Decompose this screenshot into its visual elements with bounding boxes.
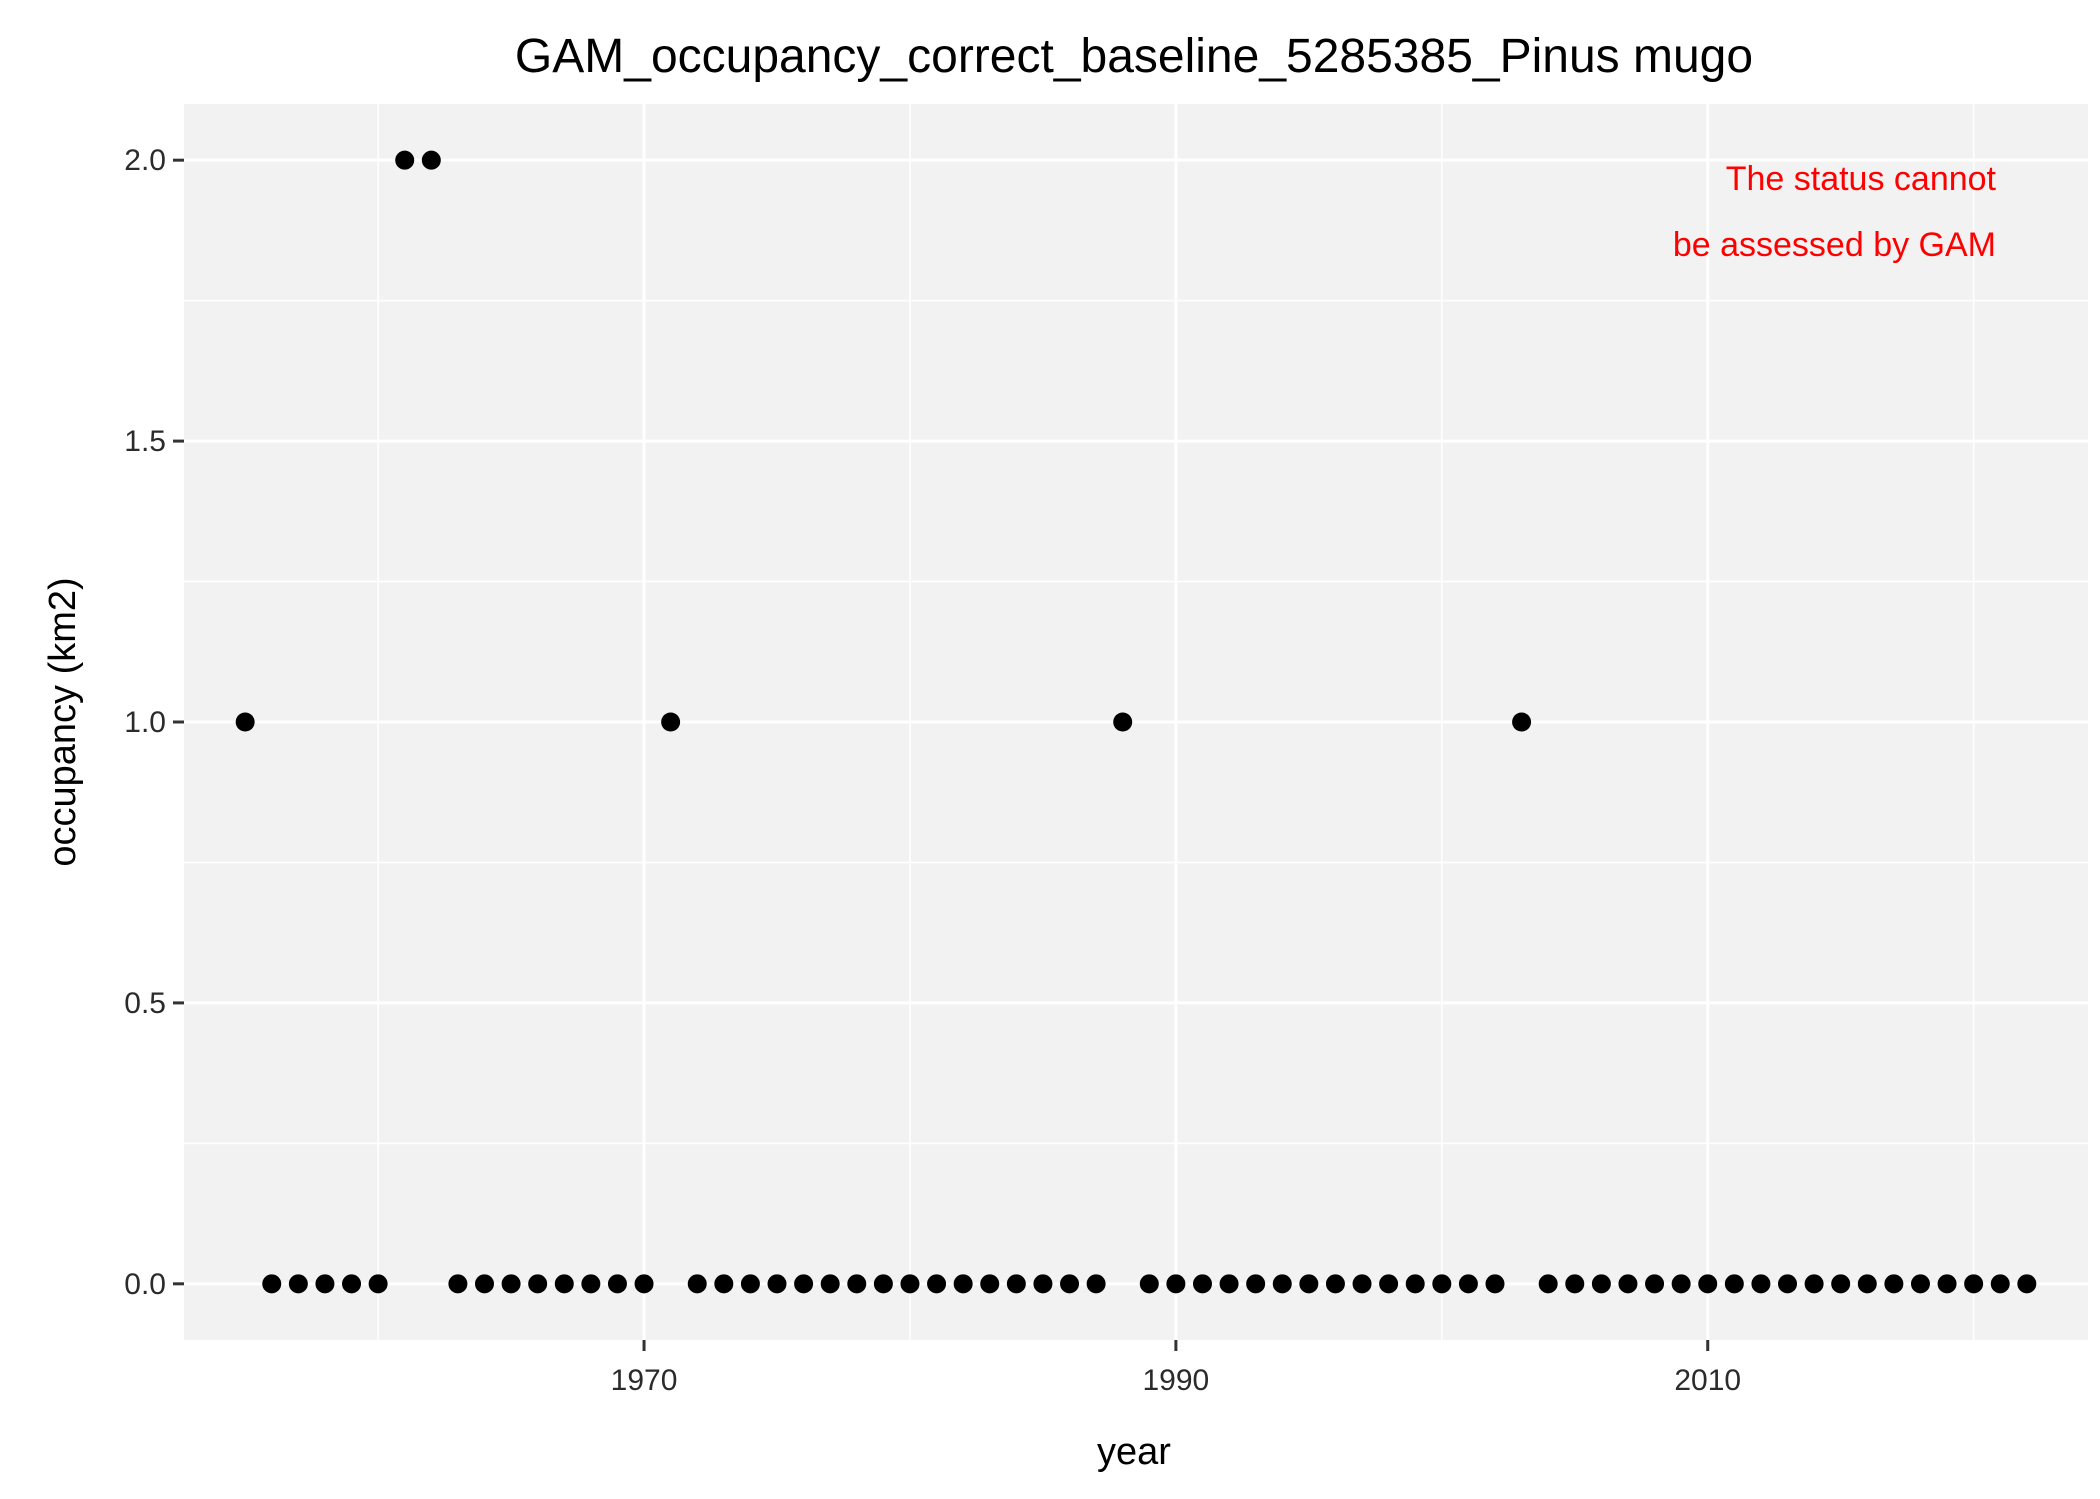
data-point <box>1272 1274 1292 1294</box>
y-tick-label: 1.0 <box>124 706 166 739</box>
data-point <box>1724 1274 1744 1294</box>
data-point <box>1964 1274 1984 1294</box>
x-tick-label: 1990 <box>1143 1364 1210 1397</box>
annotation-line-2: be assessed by GAM <box>1673 226 1996 264</box>
data-point <box>368 1274 388 1294</box>
data-point <box>1751 1274 1771 1294</box>
data-points <box>235 150 2037 1294</box>
y-axis: 0.0 0.5 1.0 1.5 2.0 <box>124 144 184 1301</box>
data-point <box>1060 1274 1080 1294</box>
data-point <box>1006 1274 1026 1294</box>
data-point <box>1591 1274 1611 1294</box>
data-point <box>714 1274 734 1294</box>
chart-title: GAM_occupancy_correct_baseline_5285385_P… <box>515 30 1753 83</box>
data-point <box>794 1274 814 1294</box>
data-point <box>1990 1274 2010 1294</box>
data-point <box>1884 1274 1904 1294</box>
data-point <box>1246 1274 1266 1294</box>
y-tick-label: 0.5 <box>124 987 166 1020</box>
data-point <box>474 1274 494 1294</box>
y-tick-label: 0.0 <box>124 1268 166 1301</box>
data-point <box>767 1274 787 1294</box>
y-axis-title: occupancy (km2) <box>42 577 84 866</box>
y-tick-label: 2.0 <box>124 144 166 177</box>
data-point <box>1192 1274 1212 1294</box>
data-point <box>1166 1274 1186 1294</box>
data-point <box>554 1274 574 1294</box>
data-point <box>581 1274 601 1294</box>
data-point <box>1857 1274 1877 1294</box>
data-point <box>1033 1274 1053 1294</box>
data-point <box>1698 1274 1718 1294</box>
data-point <box>1379 1274 1399 1294</box>
data-point <box>501 1274 521 1294</box>
data-point <box>1910 1274 1930 1294</box>
data-point <box>1485 1274 1505 1294</box>
data-point <box>927 1274 947 1294</box>
data-point <box>953 1274 973 1294</box>
data-point <box>528 1274 548 1294</box>
data-point <box>847 1274 867 1294</box>
status-annotation: The status cannot be assessed by GAM <box>1673 160 1997 264</box>
data-point <box>980 1274 1000 1294</box>
x-axis-title: year <box>1097 1431 1171 1473</box>
data-point <box>1618 1274 1638 1294</box>
data-point <box>634 1274 654 1294</box>
data-point <box>820 1274 840 1294</box>
data-point <box>1538 1274 1558 1294</box>
data-point <box>1325 1274 1345 1294</box>
x-tick-label: 1970 <box>611 1364 678 1397</box>
data-point <box>1299 1274 1319 1294</box>
data-point <box>1458 1274 1478 1294</box>
y-tick-label: 1.5 <box>124 425 166 458</box>
data-point <box>1645 1274 1665 1294</box>
data-point <box>687 1274 707 1294</box>
data-point <box>1432 1274 1452 1294</box>
data-point <box>421 150 441 170</box>
grid-major <box>184 104 2088 1340</box>
data-point <box>1405 1274 1425 1294</box>
data-point <box>873 1274 893 1294</box>
data-point <box>315 1274 335 1294</box>
x-tick-label: 2010 <box>1674 1364 1741 1397</box>
data-point <box>1219 1274 1239 1294</box>
data-point <box>1565 1274 1585 1294</box>
data-point <box>235 712 255 732</box>
data-point <box>900 1274 920 1294</box>
x-axis: 1970 1990 2010 <box>611 1340 1741 1397</box>
data-point <box>2017 1274 2037 1294</box>
data-point <box>1139 1274 1159 1294</box>
data-point <box>607 1274 627 1294</box>
data-point <box>1086 1274 1106 1294</box>
data-point <box>740 1274 760 1294</box>
data-point <box>395 150 415 170</box>
data-point <box>1113 712 1133 732</box>
data-point <box>1778 1274 1798 1294</box>
data-point <box>1671 1274 1691 1294</box>
data-point <box>1512 712 1532 732</box>
data-point <box>262 1274 282 1294</box>
data-point <box>1831 1274 1851 1294</box>
annotation-line-1: The status cannot <box>1726 160 1997 198</box>
data-point <box>342 1274 362 1294</box>
data-point <box>1937 1274 1957 1294</box>
data-point <box>661 712 681 732</box>
data-point <box>1352 1274 1372 1294</box>
data-point <box>288 1274 308 1294</box>
data-point <box>1804 1274 1824 1294</box>
data-point <box>448 1274 468 1294</box>
